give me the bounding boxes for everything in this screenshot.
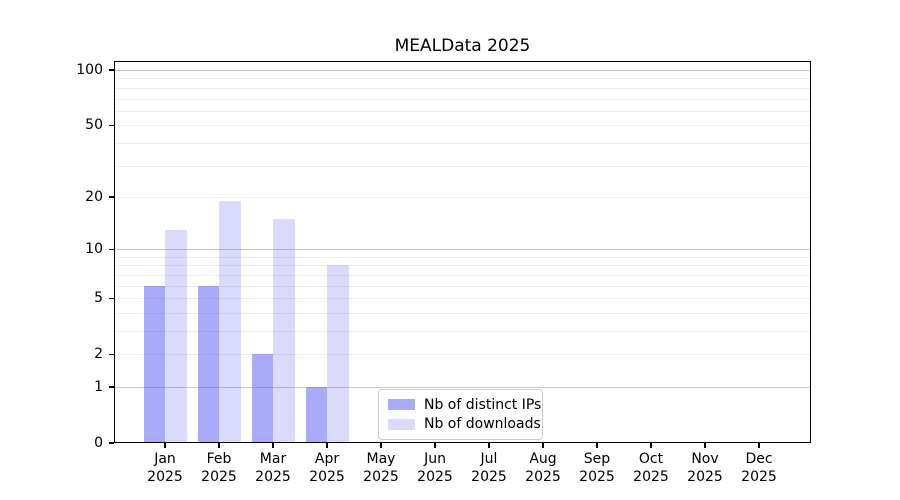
gridline-minor [115, 330, 810, 332]
gridline-minor [115, 298, 810, 300]
legend-label-downloads: Nb of downloads [424, 416, 541, 433]
legend-label-distinct-ips: Nb of distinct IPs [424, 396, 542, 413]
gridline-minor [115, 78, 810, 80]
gridline-minor [115, 98, 810, 100]
x-tick [542, 443, 544, 448]
gridline-major [115, 70, 810, 72]
legend-swatch-distinct-ips [388, 399, 415, 411]
x-tick-label: Mar 2025 [255, 451, 291, 485]
x-tick-label: Apr 2025 [309, 451, 345, 485]
gridline-minor [115, 354, 810, 356]
y-tick-label: 5 [94, 290, 103, 307]
gridline-minor [115, 274, 810, 276]
gridline-minor [115, 87, 810, 89]
gridline-minor [115, 265, 810, 267]
legend-swatch-downloads [388, 418, 415, 430]
gridline-minor [115, 110, 810, 112]
gridline-minor [115, 142, 810, 144]
x-tick [326, 443, 328, 448]
bar-downloads [273, 218, 295, 443]
bar-downloads [327, 265, 349, 443]
x-tick-label: Feb 2025 [201, 451, 237, 485]
gridline-minor [115, 196, 810, 198]
gridline-minor [115, 256, 810, 258]
x-tick [218, 443, 220, 448]
x-tick [704, 443, 706, 448]
y-tick [109, 124, 114, 126]
x-tick-label: May 2025 [363, 451, 399, 485]
legend: Nb of distinct IPs Nb of downloads [378, 389, 543, 440]
chart-title: MEALData 2025 [394, 36, 531, 56]
gridline-minor [115, 312, 810, 314]
x-tick-label: Nov 2025 [687, 451, 723, 485]
gridline-major [115, 386, 810, 388]
x-tick-label: Dec 2025 [741, 451, 777, 485]
y-tick [109, 353, 114, 355]
gridline-minor [115, 125, 810, 127]
y-tick [109, 297, 114, 299]
y-tick-label: 2 [94, 346, 103, 363]
x-tick [650, 443, 652, 448]
x-tick [380, 443, 382, 448]
gridline-major [115, 249, 810, 251]
x-tick-label: Jul 2025 [471, 451, 507, 485]
y-tick-label: 1 [94, 378, 103, 395]
x-tick [596, 443, 598, 448]
gridline-minor [115, 285, 810, 287]
x-tick-label: Jan 2025 [147, 451, 183, 485]
x-tick [758, 443, 760, 448]
gridline-minor [115, 165, 810, 167]
x-tick-label: Oct 2025 [633, 451, 669, 485]
legend-item-downloads: Nb of downloads [388, 416, 541, 432]
bar-distinct-ips [143, 285, 165, 443]
y-tick [109, 196, 114, 198]
y-tick-label: 0 [94, 435, 103, 451]
x-tick [164, 443, 166, 448]
bar-downloads [165, 229, 187, 443]
y-tick-label: 50 [85, 117, 103, 134]
x-tick [272, 443, 274, 448]
bar-downloads [219, 200, 241, 443]
bar-distinct-ips [251, 354, 273, 443]
y-tick [109, 442, 114, 444]
bar-distinct-ips [197, 285, 219, 443]
x-tick-label: Aug 2025 [525, 451, 561, 485]
y-tick-label: 20 [85, 188, 103, 205]
y-tick-label: 10 [85, 241, 103, 258]
x-tick-label: Sep 2025 [579, 451, 615, 485]
bar-distinct-ips [305, 386, 327, 443]
y-tick [109, 248, 114, 250]
y-tick [109, 69, 114, 71]
y-tick [109, 386, 114, 388]
legend-item-distinct-ips: Nb of distinct IPs [388, 397, 541, 413]
x-tick-label: Jun 2025 [417, 451, 453, 485]
y-tick-label: 100 [76, 62, 103, 79]
x-tick [434, 443, 436, 448]
x-tick [488, 443, 490, 448]
